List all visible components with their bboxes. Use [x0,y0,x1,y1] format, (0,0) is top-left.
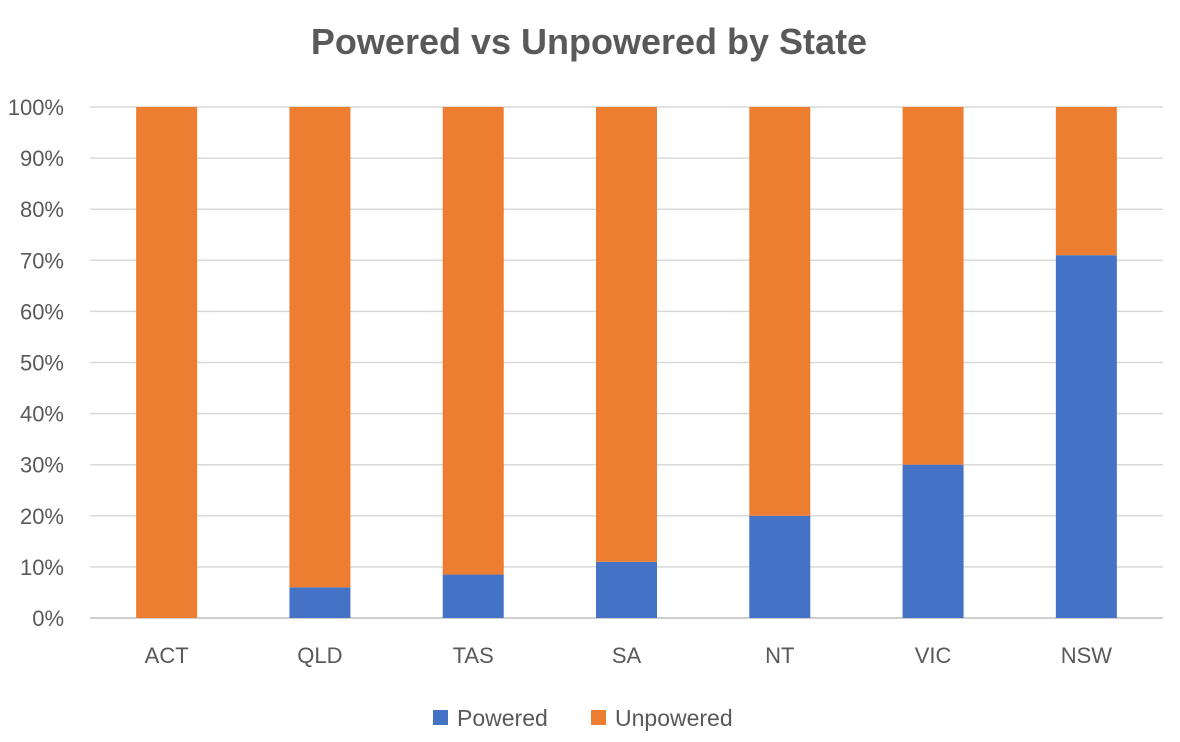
bar-powered-nsw [1055,255,1117,618]
bar-unpowered-act [136,107,198,618]
y-axis-ticks: 0% 10% 20% 30% 40% 50% 60% 70% 80% 90% 100% [8,95,64,631]
bar-powered-tas [442,574,504,618]
y-tick-label: 60% [20,299,64,324]
bar-powered-nt [749,515,811,618]
x-category-label: NT [765,643,794,668]
y-tick-label: 80% [20,197,64,222]
x-category-label: NSW [1061,643,1113,668]
x-category-label: VIC [915,643,952,668]
bar-powered-sa [596,561,657,618]
y-tick-label: 0% [32,606,64,631]
bar-unpowered-qld [289,107,351,588]
bar-unpowered-tas [442,107,504,575]
x-category-label: ACT [145,643,189,668]
y-tick-label: 40% [20,402,64,427]
y-tick-label: 50% [20,351,64,376]
bar-unpowered-nsw [1055,107,1117,256]
y-tick-label: 90% [20,146,64,171]
bars [136,107,1117,618]
x-axis-categories: ACT QLD TAS SA NT VIC NSW [145,643,1113,668]
y-tick-label: 10% [20,555,64,580]
y-tick-label: 100% [8,95,64,120]
bar-powered-vic [902,464,964,618]
legend-swatch-unpowered [591,710,606,725]
legend-swatch-powered [433,710,448,725]
y-tick-label: 70% [20,248,64,273]
legend-label-unpowered: Unpowered [615,705,733,731]
bar-unpowered-sa [596,107,657,562]
x-category-label: SA [612,643,642,668]
legend: Powered Unpowered [433,705,733,731]
bar-unpowered-vic [902,107,964,465]
y-tick-label: 20% [20,504,64,529]
bar-powered-qld [289,587,351,618]
chart-title: Powered vs Unpowered by State [311,21,867,62]
x-category-label: TAS [453,643,494,668]
y-tick-label: 30% [20,453,64,478]
x-category-label: QLD [297,643,342,668]
legend-label-powered: Powered [457,705,548,731]
bar-unpowered-nt [749,107,811,516]
